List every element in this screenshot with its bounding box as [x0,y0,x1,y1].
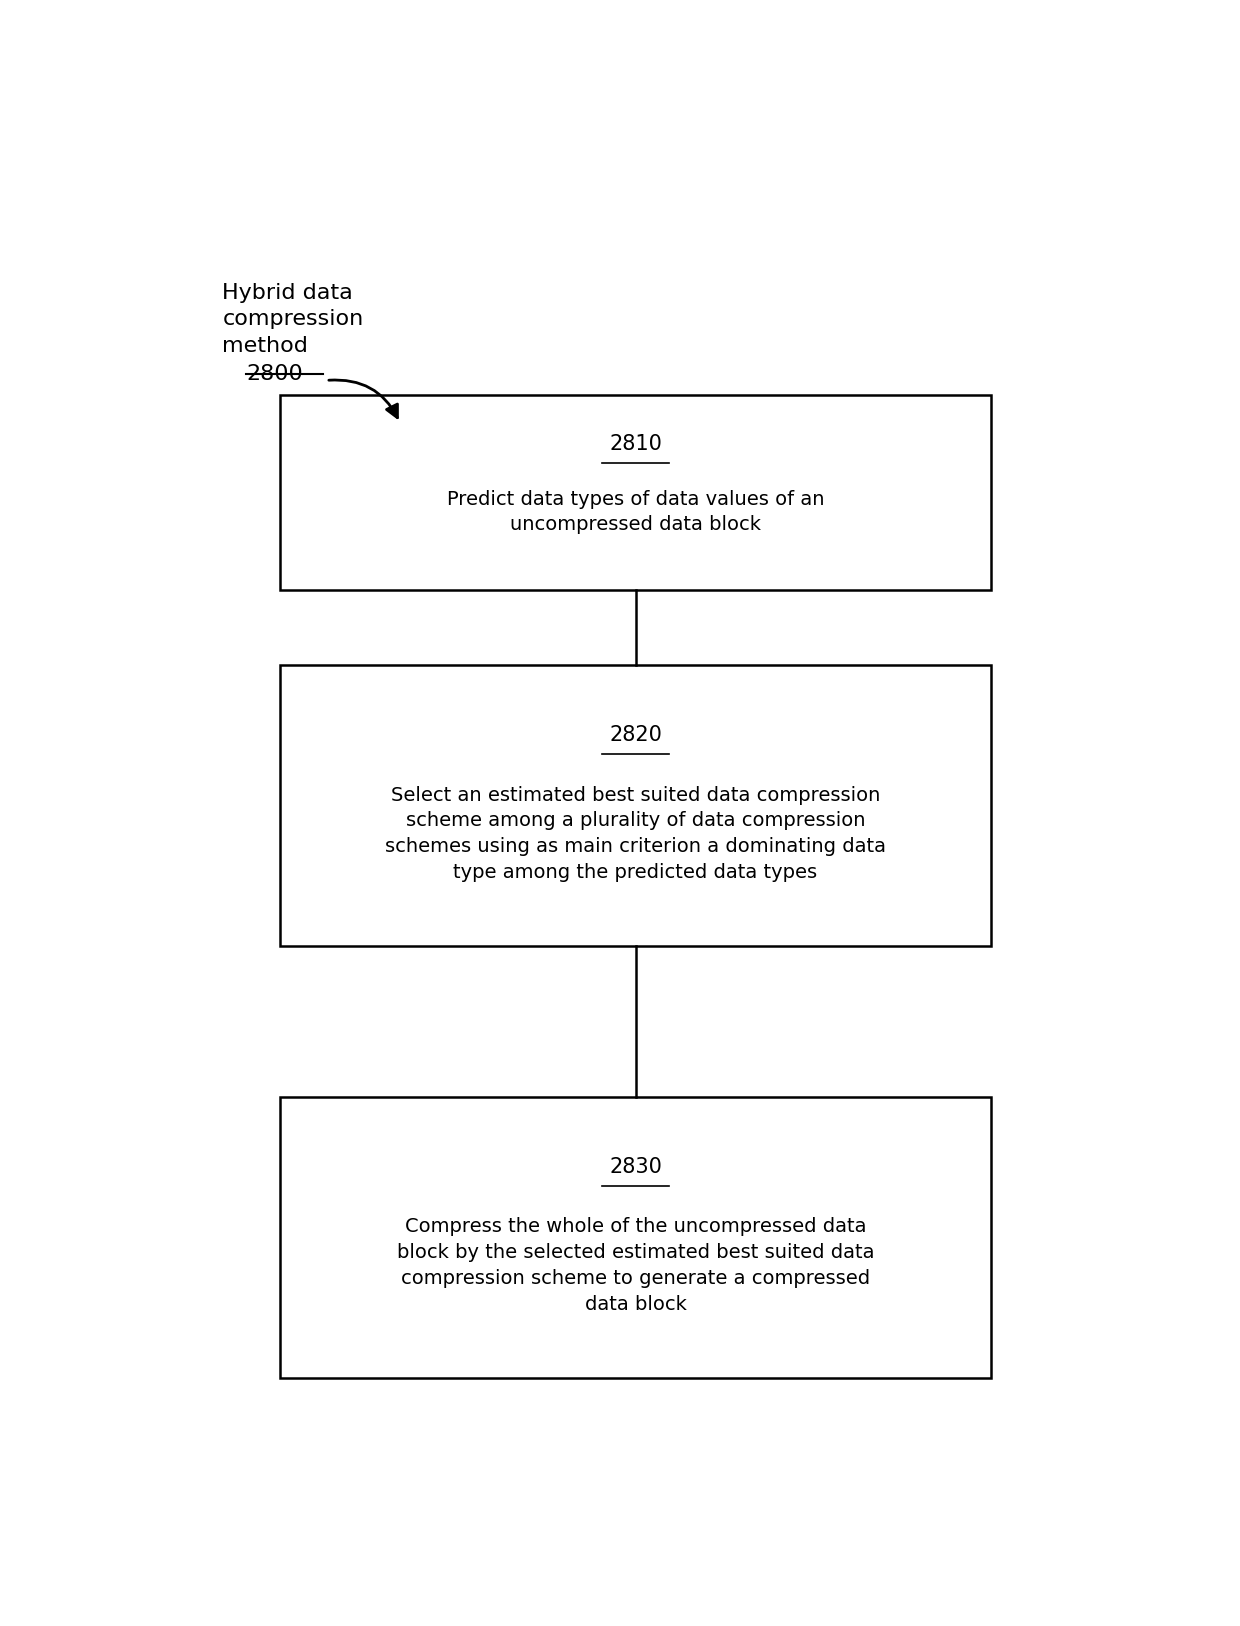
FancyBboxPatch shape [280,1096,991,1379]
Text: 2830: 2830 [609,1158,662,1177]
Text: 2820: 2820 [609,725,662,745]
Text: Compress the whole of the uncompressed data
block by the selected estimated best: Compress the whole of the uncompressed d… [397,1218,874,1314]
Text: Hybrid data
compression
method: Hybrid data compression method [222,283,363,356]
FancyBboxPatch shape [280,395,991,590]
Text: Select an estimated best suited data compression
scheme among a plurality of dat: Select an estimated best suited data com… [384,785,887,881]
Text: 2810: 2810 [609,434,662,454]
Text: 2800: 2800 [247,364,303,384]
Text: Predict data types of data values of an
uncompressed data block: Predict data types of data values of an … [446,489,825,535]
FancyBboxPatch shape [280,665,991,946]
